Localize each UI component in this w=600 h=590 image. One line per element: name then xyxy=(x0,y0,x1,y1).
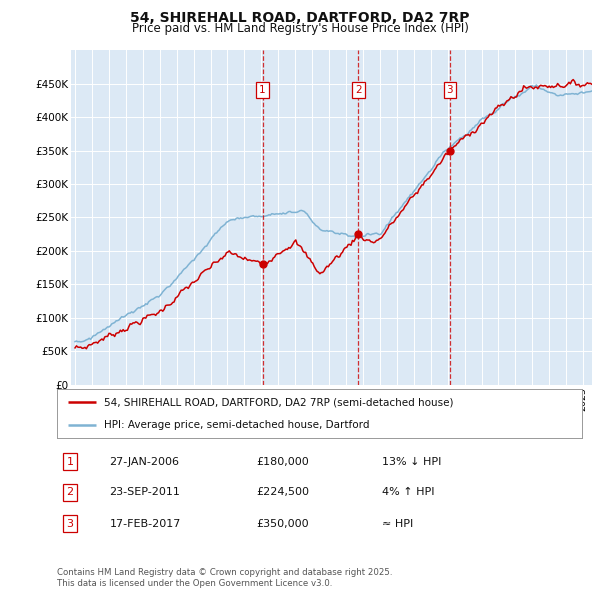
Text: 27-JAN-2006: 27-JAN-2006 xyxy=(110,457,179,467)
Text: £224,500: £224,500 xyxy=(257,487,310,497)
Text: 23-SEP-2011: 23-SEP-2011 xyxy=(110,487,181,497)
Text: 1: 1 xyxy=(67,457,74,467)
Text: 54, SHIREHALL ROAD, DARTFORD, DA2 7RP (semi-detached house): 54, SHIREHALL ROAD, DARTFORD, DA2 7RP (s… xyxy=(104,398,454,408)
Text: Contains HM Land Registry data © Crown copyright and database right 2025.
This d: Contains HM Land Registry data © Crown c… xyxy=(57,568,392,588)
Text: 2: 2 xyxy=(355,86,362,96)
Text: 1: 1 xyxy=(259,86,266,96)
Text: ≈ HPI: ≈ HPI xyxy=(383,519,414,529)
Text: 54, SHIREHALL ROAD, DARTFORD, DA2 7RP: 54, SHIREHALL ROAD, DARTFORD, DA2 7RP xyxy=(130,11,470,25)
Text: 4% ↑ HPI: 4% ↑ HPI xyxy=(383,487,435,497)
Text: £350,000: £350,000 xyxy=(257,519,309,529)
Text: 2: 2 xyxy=(67,487,74,497)
Text: 13% ↓ HPI: 13% ↓ HPI xyxy=(383,457,442,467)
Text: £180,000: £180,000 xyxy=(257,457,309,467)
Text: 17-FEB-2017: 17-FEB-2017 xyxy=(110,519,181,529)
Text: HPI: Average price, semi-detached house, Dartford: HPI: Average price, semi-detached house,… xyxy=(104,419,370,430)
Text: Price paid vs. HM Land Registry's House Price Index (HPI): Price paid vs. HM Land Registry's House … xyxy=(131,22,469,35)
Text: 3: 3 xyxy=(67,519,74,529)
Text: 3: 3 xyxy=(446,86,453,96)
